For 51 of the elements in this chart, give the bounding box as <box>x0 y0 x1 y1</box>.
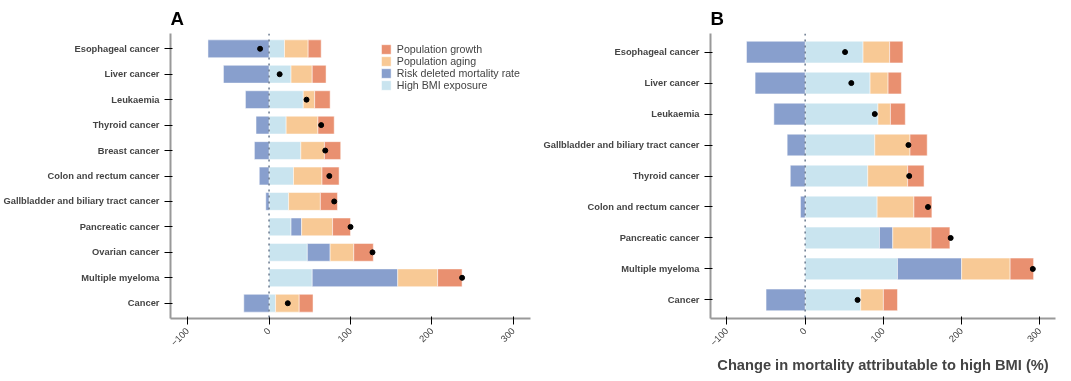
y-tick-label: Thyroid cancer <box>92 120 160 131</box>
x-tick-label: 200 <box>947 325 966 345</box>
point <box>871 111 878 118</box>
y-tick-label: Ovarian cancer <box>92 247 160 258</box>
point <box>906 173 913 179</box>
y-tick-label: Gallbladder and biliary tract cancer <box>543 140 700 151</box>
x-tick-label: 0 <box>261 325 273 337</box>
point <box>331 198 338 205</box>
point <box>924 203 931 210</box>
point <box>848 80 855 87</box>
y-tick-label: Esophageal cancer <box>614 47 700 58</box>
chart-title: B <box>710 7 724 29</box>
y-tick-label: Gallbladder and biliary tract cancer <box>3 196 160 207</box>
x-tick-label: 300 <box>1025 325 1044 345</box>
point <box>947 234 954 241</box>
point <box>347 223 354 230</box>
x-axis-title: Change in mortality attributable to high BMI (%) <box>717 356 1049 373</box>
x-tick-label: 200 <box>417 325 436 345</box>
y-tick-label: Multiple myeloma <box>621 263 701 274</box>
y-tick-label: Leukaemia <box>111 94 161 105</box>
legend-label: Risk deleted mortality rate <box>396 67 520 79</box>
y-tick-label: Thyroid cancer <box>632 171 700 181</box>
point <box>322 147 329 154</box>
point <box>318 122 325 129</box>
y-tick-label: Cancer <box>667 294 700 305</box>
point <box>369 249 376 256</box>
point <box>842 49 849 56</box>
y-tick-label: Colon and rectum cancer <box>587 201 700 212</box>
y-tick-label: Esophageal cancer <box>74 43 160 54</box>
y-tick-label: Pancreatic cancer <box>79 221 160 232</box>
chart-title: A <box>170 7 184 29</box>
point <box>854 296 861 303</box>
x-tick-label: 100 <box>335 325 355 345</box>
x-tick-label: 300 <box>498 325 517 345</box>
point <box>257 45 264 52</box>
x-tick-label: 100 <box>868 325 887 345</box>
y-tick-label: Colon and rectum cancer <box>47 171 160 181</box>
point <box>905 142 912 149</box>
y-tick-label: Liver cancer <box>104 69 160 80</box>
y-tick-label: Cancer <box>127 298 160 309</box>
x-tick-label: 0 <box>797 325 809 337</box>
legend-label: Population growth <box>396 43 483 55</box>
y-tick-label: Liver cancer <box>644 78 700 89</box>
y-tick-label: Pancreatic cancer <box>619 232 700 243</box>
y-tick-label: Breast cancer <box>97 145 160 156</box>
y-tick-label: Multiple myeloma <box>81 272 161 283</box>
legend-label: Population aging <box>396 55 477 67</box>
y-tick-label: Leukaemia <box>651 109 701 120</box>
legend-label: High BMI exposure <box>396 79 488 91</box>
point <box>1029 265 1036 272</box>
point <box>459 274 466 281</box>
